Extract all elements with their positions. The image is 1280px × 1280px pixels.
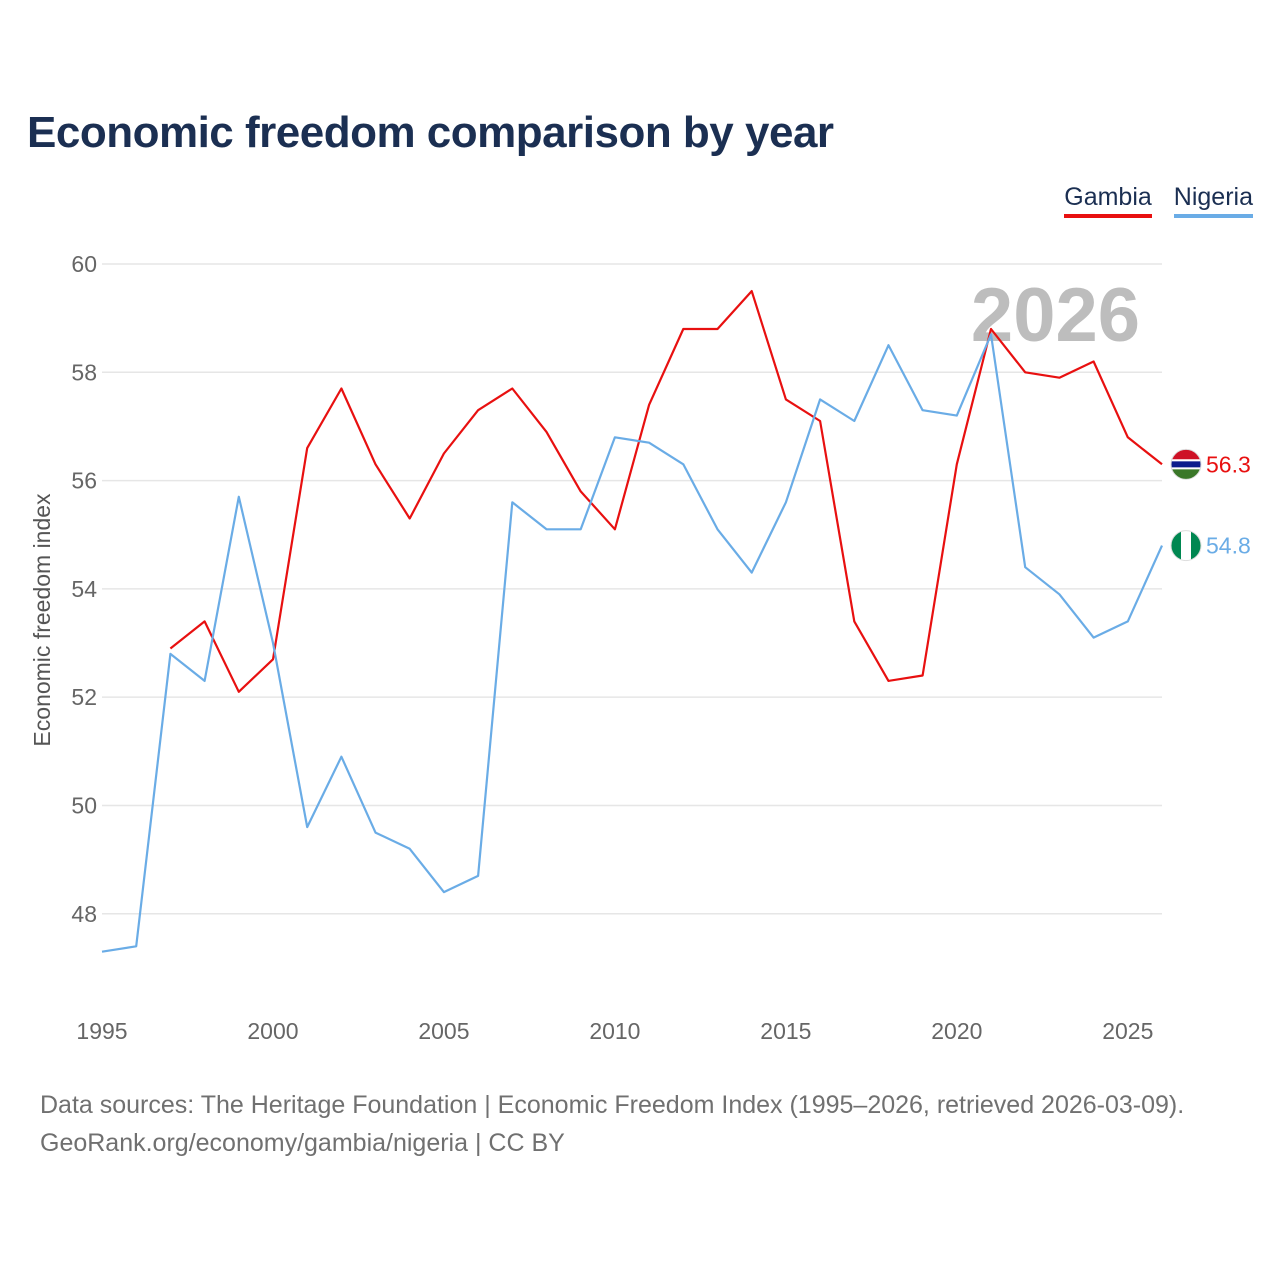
line-chart: 2026 48 50 52 54 56 58 60 1995 2000 2005 2010 2015… [29, 251, 1251, 1044]
grid-lines [102, 263, 1162, 915]
x-tick-label: 2000 [247, 1018, 298, 1044]
series-line-gambia[interactable] [169, 290, 1163, 693]
y-tick-label: 56 [71, 468, 97, 494]
y-tick-label: 58 [71, 359, 97, 385]
legend-item-gambia[interactable]: Gambia [1064, 183, 1152, 218]
flag-gambia-icon [1171, 449, 1201, 480]
chart-title: Economic freedom comparison by year [27, 108, 834, 157]
x-tick-label: 2020 [931, 1018, 982, 1044]
legend-item-nigeria[interactable]: Nigeria [1173, 183, 1253, 218]
y-tick-label: 50 [71, 792, 97, 818]
series-line-nigeria[interactable] [101, 333, 1164, 953]
y-tick-label: 48 [71, 901, 97, 927]
flag-nigeria-icon [1171, 530, 1201, 561]
y-axis-ticks: 48 50 52 54 56 58 60 [71, 251, 97, 927]
year-watermark: 2026 [971, 273, 1140, 358]
x-tick-label: 2010 [589, 1018, 640, 1044]
y-tick-label: 52 [71, 684, 97, 710]
x-tick-label: 1995 [76, 1018, 127, 1044]
x-tick-label: 2005 [418, 1018, 469, 1044]
end-value-nigeria: 54.8 [1206, 533, 1251, 559]
x-tick-label: 2025 [1102, 1018, 1153, 1044]
footer: Data sources: The Heritage Foundation | … [40, 1086, 1184, 1162]
legend: Gambia Nigeria [1064, 183, 1253, 218]
y-axis-label: Economic freedom index [29, 493, 55, 747]
y-tick-label: 54 [71, 576, 97, 602]
footer-link[interactable]: GeoRank.org/economy/gambia/nigeria | CC … [40, 1129, 565, 1157]
series-lines [101, 290, 1164, 953]
end-markers: 56.3 54.8 [1170, 448, 1251, 562]
end-value-gambia: 56.3 [1206, 451, 1251, 477]
x-axis-ticks: 1995 2000 2005 2010 2015 2020 2025 [76, 1018, 1153, 1044]
y-tick-label: 60 [71, 251, 97, 277]
footer-source: Data sources: The Heritage Foundation | … [40, 1091, 1185, 1119]
x-tick-label: 2015 [760, 1018, 811, 1044]
